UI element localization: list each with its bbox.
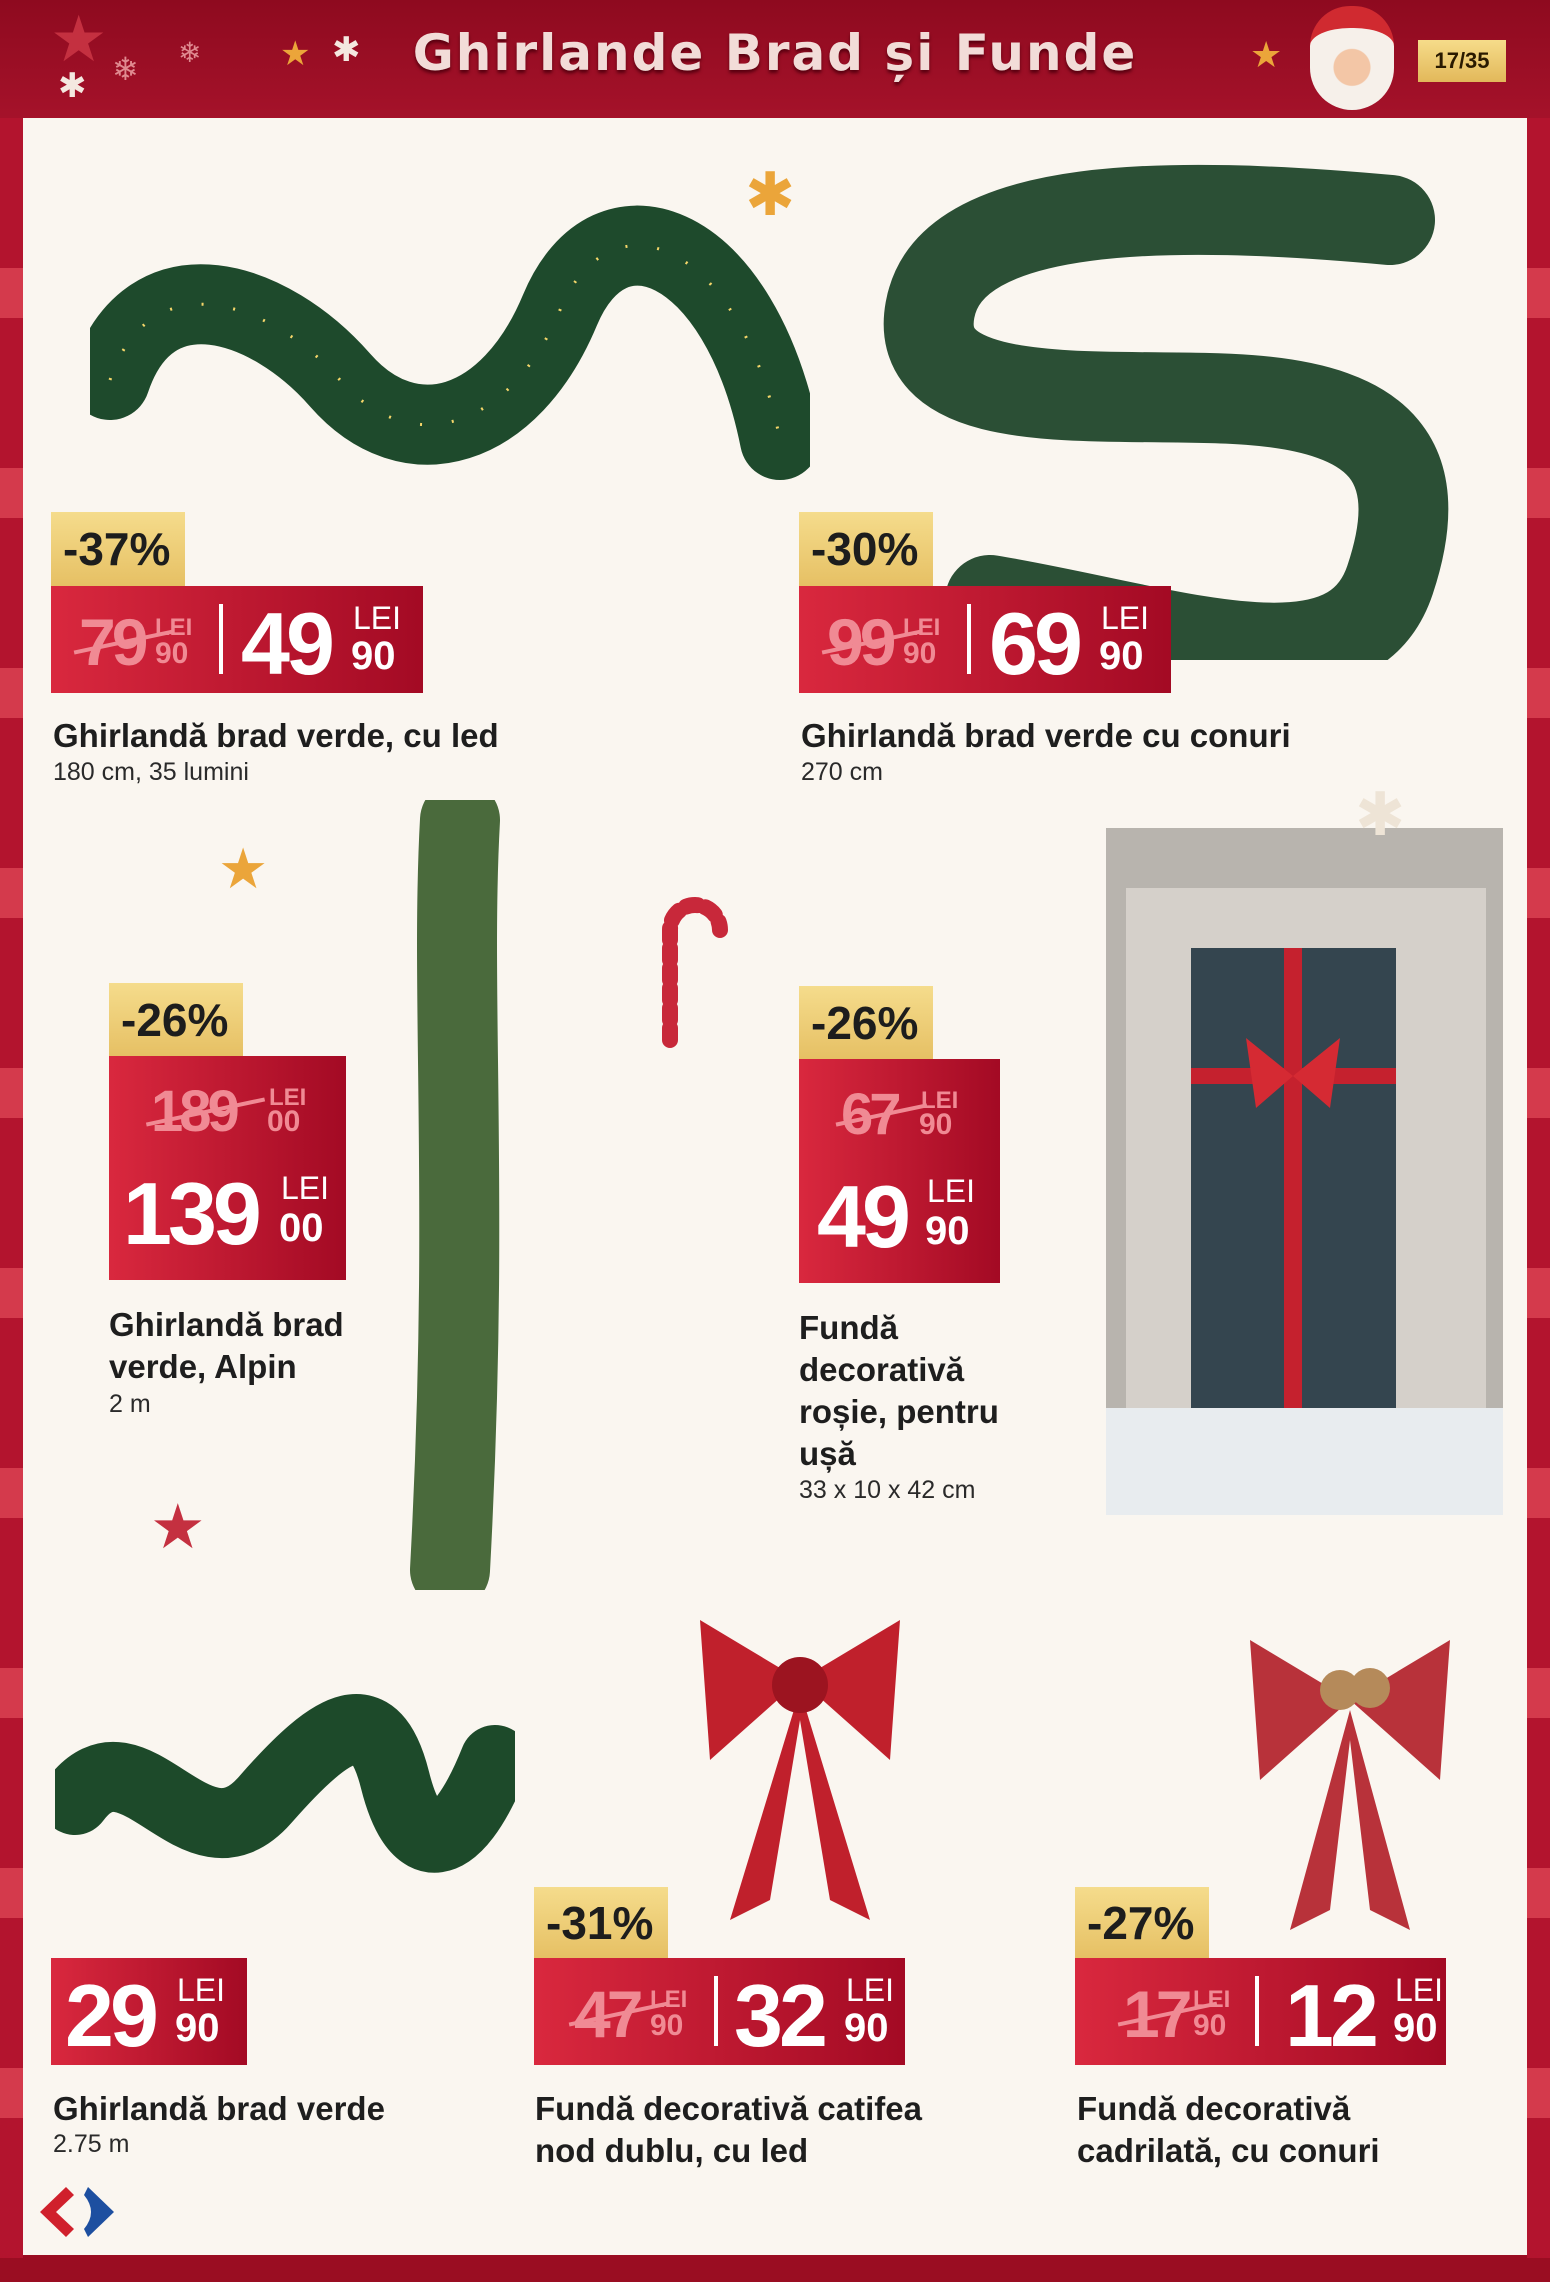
product-details: 180 cm, 35 lumini	[53, 758, 249, 786]
new-price: 139	[123, 1164, 262, 1263]
price-box: 189 LEI 00 139 LEI 00	[109, 1056, 346, 1280]
product-name: Ghirlandă brad verde cu conuri	[801, 717, 1291, 754]
old-currency: LEI	[903, 614, 941, 641]
new-price: 29	[65, 1966, 159, 2065]
new-cents: 90	[925, 1209, 970, 1253]
new-cents: 90	[175, 2006, 220, 2050]
product-name: Fundă decorativă roșie, pentru ușă	[799, 1309, 999, 1472]
garland-green-image	[55, 1694, 515, 1873]
old-currency: LEI	[155, 614, 193, 641]
snowflake-icon: ❄	[178, 37, 202, 68]
old-price: 99	[821, 604, 922, 680]
old-currency: LEI	[269, 1084, 307, 1111]
discount-badge: -27%	[1075, 1887, 1209, 1958]
new-currency: LEI	[1101, 600, 1150, 636]
old-price: 79	[73, 604, 174, 680]
new-price: 49	[241, 594, 335, 693]
snowflake-icon: ✱	[58, 67, 87, 105]
new-cents: 90	[1393, 2006, 1438, 2050]
snowflake-icon: ✱	[745, 161, 796, 228]
new-cents: 00	[279, 1206, 324, 1250]
new-currency: LEI	[281, 1170, 330, 1206]
new-cents: 90	[1099, 634, 1144, 678]
old-cents: 90	[903, 637, 937, 670]
old-cents: 00	[267, 1105, 301, 1138]
price-box: 79 LEI 90 49 LEI 90	[51, 586, 423, 693]
discount-badge: -37%	[51, 512, 185, 586]
price-separator	[1255, 1976, 1259, 2046]
garland-alpin-image	[410, 800, 500, 1590]
snowflake-icon: ✱	[1355, 781, 1406, 848]
discount-badge: -26%	[109, 983, 243, 1056]
price-box: 29 LEI 90	[51, 1958, 247, 2065]
plaid-bow-image	[1250, 1640, 1450, 1930]
price-separator	[714, 1976, 718, 2046]
new-currency: LEI	[353, 600, 402, 636]
product-details: 270 cm	[801, 758, 883, 786]
price-box: 99 LEI 90 69 LEI 90	[799, 586, 1171, 693]
discount-badge: -30%	[799, 512, 933, 586]
price-box: 47 LEI 90 32 LEI 90	[534, 1958, 905, 2065]
old-price: 17	[1117, 1976, 1218, 2052]
old-currency: LEI	[921, 1087, 959, 1114]
santa-icon	[1310, 6, 1394, 110]
star-icon: ★	[1250, 34, 1283, 75]
carrefour-logo	[40, 2187, 114, 2237]
product-name: Fundă decorativă catifea nod dublu, cu le…	[535, 2090, 922, 2169]
product-name: Ghirlandă brad verde, Alpin	[109, 1306, 344, 1385]
discount-badge: -31%	[534, 1887, 668, 1958]
new-currency: LEI	[177, 1972, 226, 2008]
page-number: 17/35	[1418, 40, 1506, 82]
old-price: 47	[568, 1976, 669, 2052]
new-currency: LEI	[927, 1173, 976, 1209]
old-currency: LEI	[1193, 1986, 1231, 2013]
product-details: 2 m	[109, 1390, 151, 1418]
price-separator	[967, 604, 971, 674]
old-cents: 90	[650, 2009, 684, 2042]
left-border	[0, 118, 23, 2258]
snowflake-icon: ✱	[332, 31, 361, 69]
new-price: 12	[1285, 1966, 1379, 2065]
new-currency: LEI	[846, 1972, 895, 2008]
old-price: 189	[145, 1078, 265, 1145]
star-icon: ★	[218, 837, 269, 900]
product-name: Fundă decorativă cadrilată, cu conuri	[1077, 2090, 1380, 2169]
header: ★ ✱ ❄ ❄ ★ ✱ Ghirlande Brad și Funde ★ 17…	[0, 0, 1550, 118]
star-icon: ★	[150, 1493, 206, 1562]
new-price: 49	[817, 1167, 911, 1266]
product-name: Ghirlandă brad verde, cu led	[53, 717, 499, 754]
new-cents: 90	[351, 634, 396, 678]
price-box: 67 LEI 90 49 LEI 90	[799, 1059, 1000, 1283]
product-details: 33 x 10 x 42 cm	[799, 1476, 976, 1504]
new-cents: 90	[844, 2006, 889, 2050]
garland-cones-image	[883, 164, 1449, 660]
old-price: 67	[835, 1081, 927, 1148]
discount-badge: -26%	[799, 986, 933, 1059]
old-cents: 90	[1193, 2009, 1227, 2042]
new-currency: LEI	[1395, 1972, 1444, 2008]
snowflake-icon: ❄	[112, 51, 139, 87]
price-separator	[219, 604, 223, 674]
price-box: 17 LEI 90 12 LEI 90	[1075, 1958, 1446, 2065]
old-cents: 90	[155, 637, 189, 670]
page-title: Ghirlande Brad și Funde	[412, 24, 1138, 82]
new-price: 69	[989, 594, 1083, 693]
door-bow-image	[1106, 828, 1503, 1515]
velvet-bow-image	[700, 1620, 900, 1920]
old-currency: LEI	[650, 1986, 688, 2013]
star-icon: ★	[50, 3, 108, 75]
garland-led-image	[90, 205, 810, 480]
product-details: 2.75 m	[53, 2130, 130, 2158]
right-border	[1527, 118, 1550, 2258]
old-cents: 90	[919, 1108, 953, 1141]
new-price: 32	[734, 1966, 828, 2065]
star-icon: ★	[280, 35, 311, 73]
candy-cane-icon	[662, 897, 728, 1048]
product-name: Ghirlandă brad verde	[53, 2090, 385, 2127]
